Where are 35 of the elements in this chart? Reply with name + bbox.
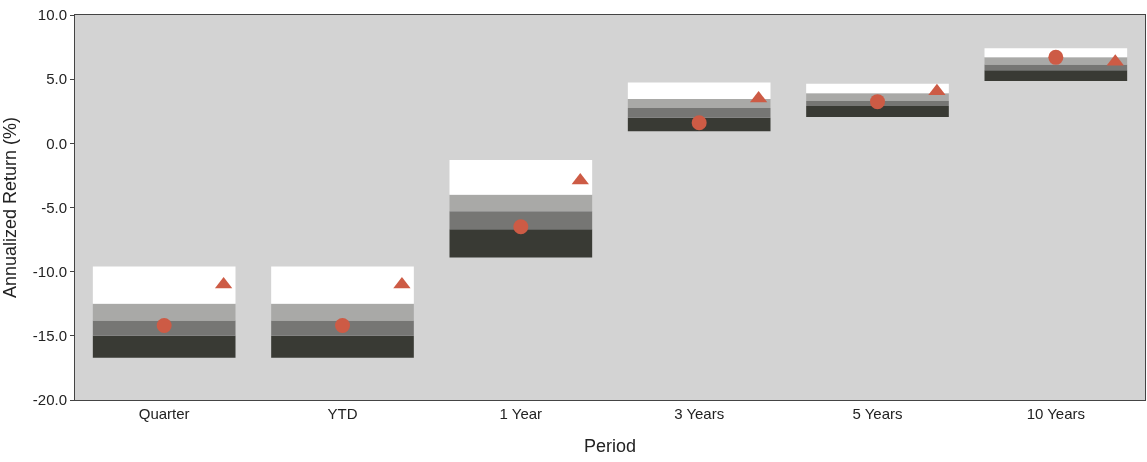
- bar: [271, 303, 414, 321]
- bar: [627, 82, 771, 100]
- x-tick-label: YTD: [327, 405, 358, 422]
- bar: [92, 303, 236, 321]
- y-tick-label: -5.0: [41, 198, 67, 216]
- bar: [806, 93, 949, 101]
- bar: [449, 211, 593, 230]
- x-axis-title: Period: [583, 436, 637, 457]
- bar: [92, 320, 236, 336]
- bar: [984, 48, 1128, 58]
- y-tick-label: -20.0: [32, 391, 67, 409]
- y-tick-label: 0.0: [46, 134, 67, 152]
- y-tick-label: -15.0: [32, 327, 67, 345]
- bar: [449, 194, 593, 212]
- bar: [984, 64, 1128, 71]
- x-tick-label: 3 Years: [674, 405, 725, 422]
- bar: [271, 266, 414, 304]
- bar: [627, 108, 771, 118]
- x-tick-label: Quarter: [138, 405, 190, 422]
- y-axis-title: Annualized Return (%): [0, 116, 20, 299]
- y-tick-label: 5.0: [46, 70, 67, 88]
- bar: [449, 229, 593, 258]
- bar: [806, 106, 949, 118]
- bar: [271, 320, 414, 336]
- bar: [984, 70, 1128, 82]
- y-tick-label: -10.0: [32, 262, 67, 280]
- x-tick-label: 10 Years: [1026, 405, 1086, 422]
- x-tick-label: 5 Years: [852, 405, 903, 422]
- y-tick-label: 10.0: [37, 6, 67, 24]
- bar: [271, 335, 414, 358]
- bar: [449, 160, 593, 195]
- x-tick-label: 1 Year: [499, 405, 543, 422]
- bar: [627, 99, 771, 109]
- bar: [92, 335, 236, 358]
- bar: [92, 266, 236, 304]
